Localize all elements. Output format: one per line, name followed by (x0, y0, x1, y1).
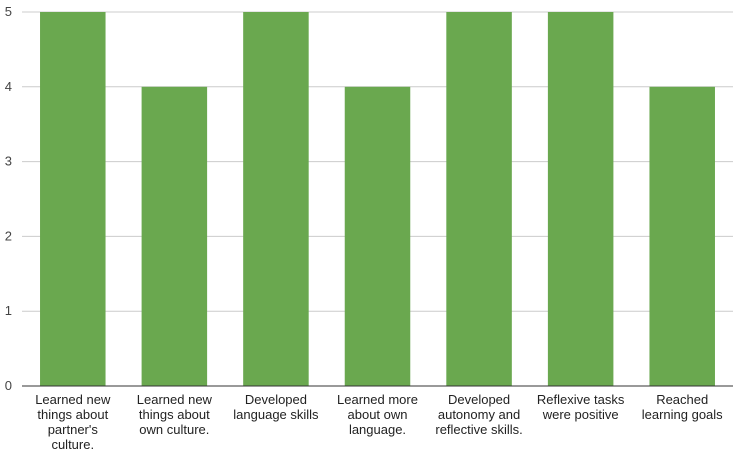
x-tick-label-line: things about (139, 407, 210, 422)
x-tick-label-line: autonomy and (438, 407, 520, 422)
x-tick-label-line: Learned more (337, 392, 418, 407)
x-tick-labels: Learned new things about partner's culture.… (35, 392, 723, 452)
x-tick-label-4: Learned more about own language. (337, 392, 418, 437)
x-tick-label-1: Learned new things about partner's culture. (35, 392, 111, 452)
x-tick-label-line: language skills (233, 407, 319, 422)
bar-1 (40, 12, 106, 386)
x-tick-label-line: Developed (448, 392, 510, 407)
x-tick-label-line: Reflexive tasks (537, 392, 625, 407)
y-tick-label-0: 0 (5, 378, 12, 393)
bars (40, 12, 715, 387)
bar-7 (649, 86, 715, 387)
x-tick-label-7: Reached learning goals (642, 392, 723, 422)
x-tick-label-line: about own (348, 407, 408, 422)
x-tick-label-line: culture. (51, 437, 94, 452)
bar-2 (141, 86, 208, 387)
y-tick-labels: 0 1 2 3 4 5 (5, 4, 12, 393)
x-tick-label-line: reflective skills. (435, 422, 522, 437)
x-tick-label-3: Developed language skills (233, 392, 319, 422)
x-tick-label-line: Learned new (35, 392, 111, 407)
y-tick-label-2: 2 (5, 228, 12, 243)
x-tick-label-line: partner's (48, 422, 99, 437)
x-tick-label-line: own culture. (139, 422, 209, 437)
y-tick-label-5: 5 (5, 4, 12, 19)
bar-3 (243, 12, 309, 386)
x-tick-label-5: Developed autonomy and reflective skills. (435, 392, 522, 437)
bar-4 (344, 86, 411, 387)
x-tick-label-line: language. (349, 422, 406, 437)
y-tick-label-3: 3 (5, 154, 12, 169)
x-tick-label-6: Reflexive tasks were positive (537, 392, 625, 422)
x-tick-label-line: Reached (656, 392, 708, 407)
x-tick-label-line: learning goals (642, 407, 723, 422)
bar-6 (547, 12, 614, 386)
x-tick-label-line: Learned new (137, 392, 213, 407)
y-tick-label-4: 4 (5, 79, 12, 94)
x-tick-label-line: things about (37, 407, 108, 422)
bar-5 (446, 12, 512, 386)
x-tick-label-2: Learned new things about own culture. (137, 392, 213, 437)
x-tick-label-line: were positive (542, 407, 619, 422)
x-tick-label-line: Developed (245, 392, 307, 407)
y-tick-label-1: 1 (5, 303, 12, 318)
